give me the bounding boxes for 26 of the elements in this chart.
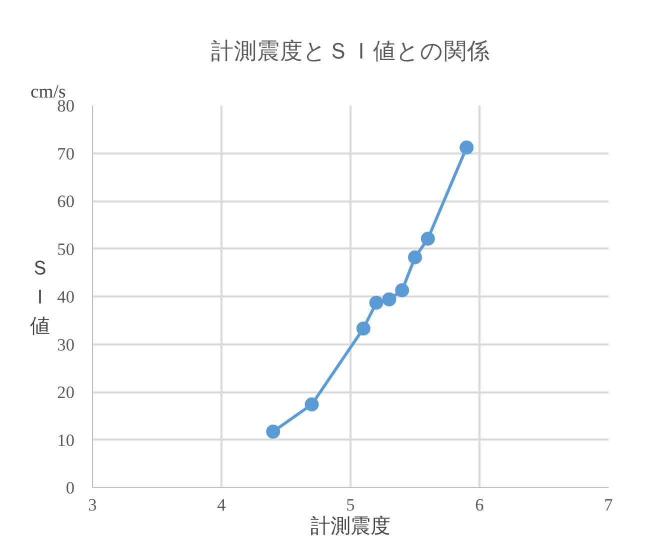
x-tick-label: 3	[88, 496, 97, 514]
point	[266, 424, 280, 439]
point	[420, 232, 435, 246]
x-tick-label: 4	[217, 496, 226, 514]
chart-title: 計測震度とＳＩ値との関係	[211, 38, 490, 64]
point	[408, 250, 422, 264]
point	[369, 296, 384, 310]
y-tick-label: 50	[57, 240, 74, 259]
y-axis-title: ＳＩ値	[30, 256, 50, 338]
y-tick-label: 60	[57, 192, 74, 211]
y-tick-label: 40	[57, 288, 74, 306]
point	[382, 292, 396, 306]
y-tick-label: 20	[57, 383, 74, 402]
y-tick-label: 70	[57, 144, 74, 164]
point	[460, 140, 474, 155]
point	[304, 397, 319, 412]
y-tick-label: 80	[57, 96, 74, 116]
x-axis-title: 計測震度	[310, 516, 390, 538]
point	[395, 283, 410, 298]
point	[356, 322, 370, 336]
x-tick-label: 6	[475, 496, 484, 514]
x-tick-label: 7	[604, 496, 614, 514]
y-tick-label: 10	[57, 430, 74, 450]
x-tick-label: 5	[346, 496, 355, 514]
y-tick-label: 0	[66, 478, 75, 498]
y-tick-label: 30	[57, 335, 74, 354]
